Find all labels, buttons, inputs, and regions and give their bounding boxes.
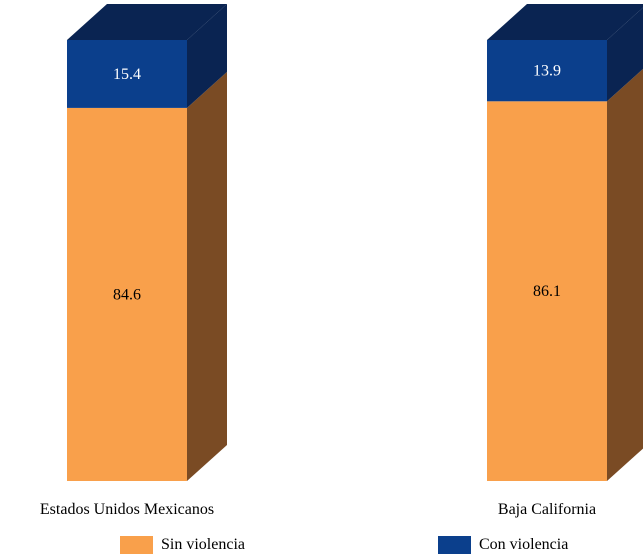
bar-top-estados-unidos-mexicanos [67, 4, 227, 40]
legend-label-sin-violencia: Sin violencia [161, 536, 245, 553]
bar-side-baja-california-sin-violencia [607, 68, 643, 481]
bar-estados-unidos-mexicanos-con-violencia [67, 40, 187, 108]
stacked-bar-chart: 84.6 15.4 Estados Unidos Mexicanos 86.1 13.9… [40, 4, 643, 518]
bar-top-baja-california [487, 4, 643, 40]
data-label-baja-california-con-violencia: 13.9 [533, 63, 561, 80]
legend-label-con-violencia: Con violencia [479, 536, 569, 553]
data-label-baja-california-sin-violencia: 86.1 [533, 283, 561, 300]
bar-estados-unidos-mexicanos-sin-violencia [67, 107, 187, 481]
bar-baja-california-con-violencia [487, 40, 607, 102]
legend-item-con-violencia: Con violencia [438, 536, 568, 554]
bar-side-estados-unidos-mexicanos-sin-violencia [187, 71, 227, 481]
data-label-estados-unidos-mexicanos-con-violencia: 15.4 [113, 66, 141, 83]
bar-side-estados-unidos-mexicanos-con-violencia [187, 4, 227, 108]
legend-swatch-con-violencia [438, 536, 471, 554]
legend: Sin violencia Con violencia [0, 536, 643, 558]
legend-item-sin-violencia: Sin violencia [120, 536, 245, 554]
category-label-estados-unidos-mexicanos: Estados Unidos Mexicanos [40, 501, 214, 518]
category-label-baja-california: Baja California [498, 501, 596, 518]
legend-swatch-sin-violencia [120, 536, 153, 554]
bar-baja-california-sin-violencia [487, 101, 607, 481]
bar-side-baja-california-con-violencia [607, 7, 643, 102]
data-label-estados-unidos-mexicanos-sin-violencia: 84.6 [113, 286, 141, 303]
